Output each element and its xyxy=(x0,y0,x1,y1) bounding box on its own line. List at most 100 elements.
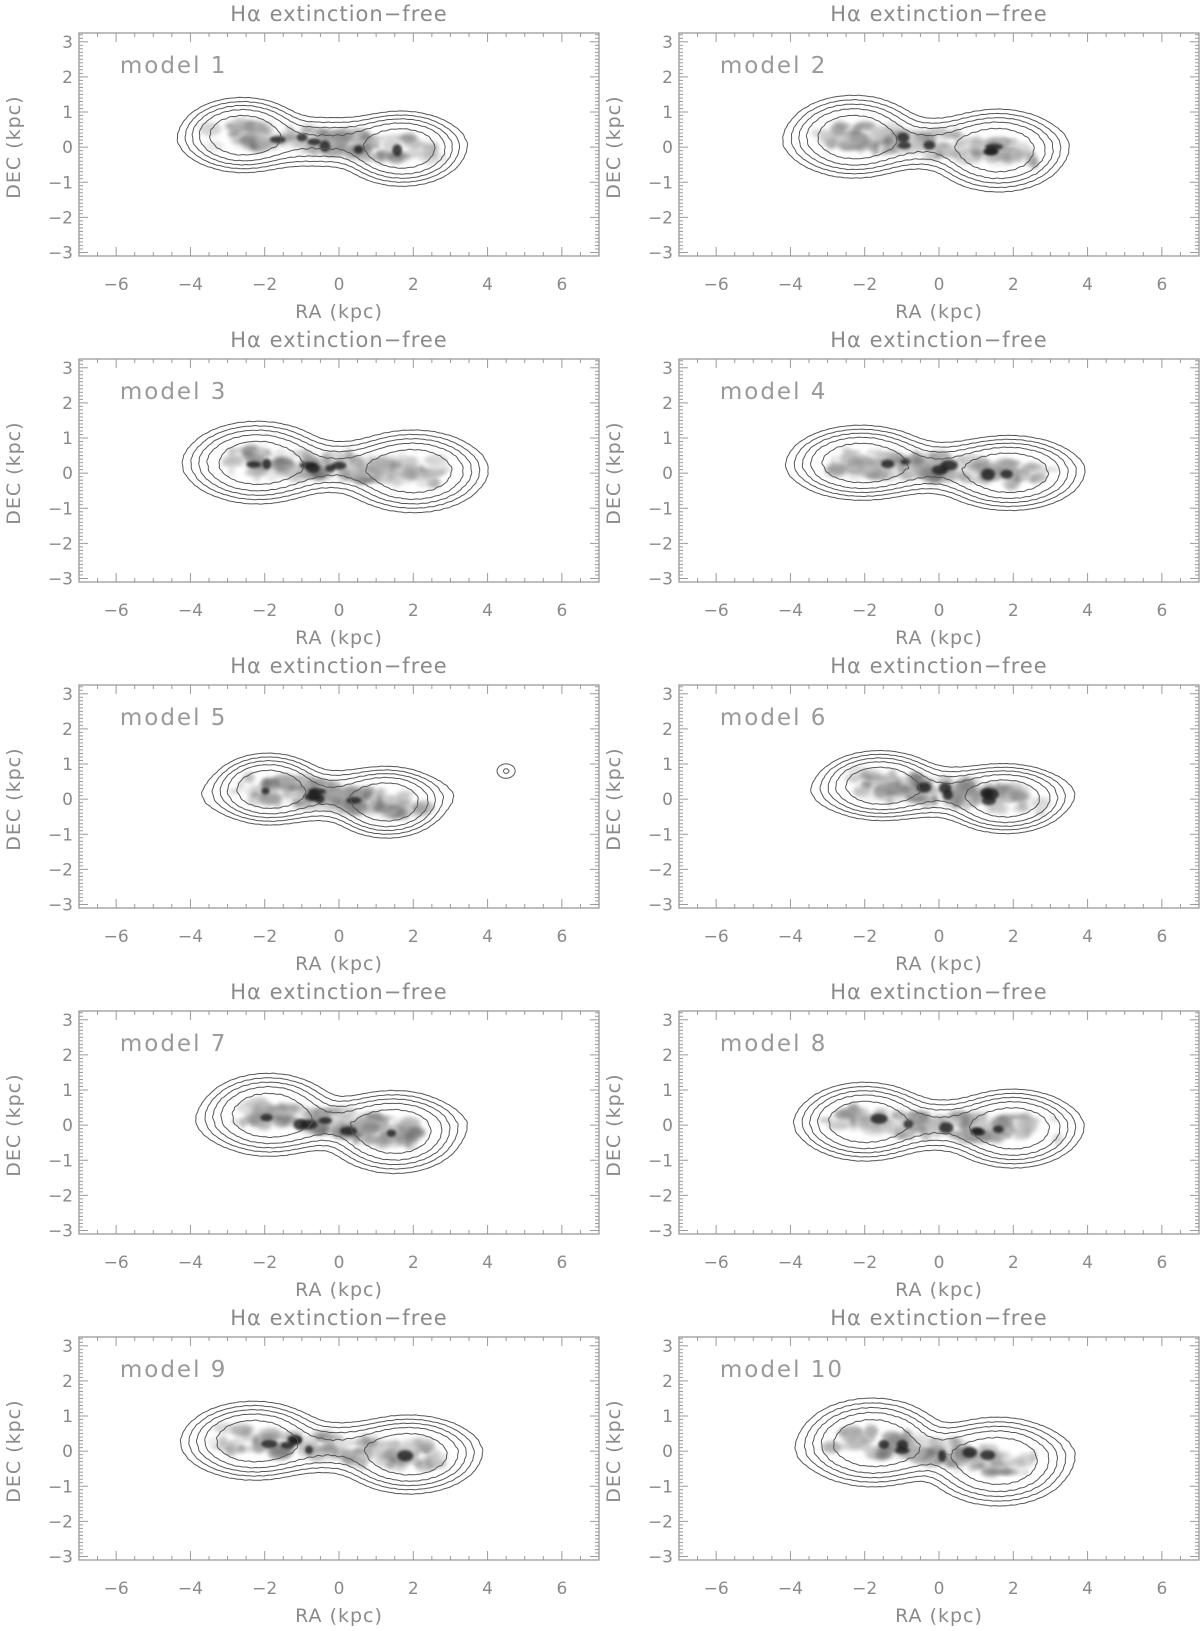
emission-blob xyxy=(218,1440,239,1447)
y-tick-label: 2 xyxy=(662,394,673,414)
emission-blob xyxy=(224,1443,238,1457)
panel-title: Hα extinction−free xyxy=(830,328,1047,352)
emission-blob xyxy=(229,138,247,144)
y-tick-label: 1 xyxy=(662,1081,673,1101)
y-tick-label: −2 xyxy=(648,1512,673,1532)
y-tick-label: 3 xyxy=(62,359,73,379)
contour-level-3 xyxy=(219,760,436,832)
emission-blob xyxy=(866,133,887,143)
x-tick-label: 0 xyxy=(934,1253,945,1273)
contours xyxy=(794,1397,1076,1507)
emission-knot xyxy=(392,144,403,157)
emission-blob xyxy=(379,800,401,806)
panel-title: Hα extinction−free xyxy=(830,2,1047,26)
emission-blob xyxy=(950,1111,971,1120)
emission-knot xyxy=(296,133,308,142)
x-tick-label: 4 xyxy=(1082,275,1093,295)
emission-blob xyxy=(423,471,432,480)
emission-blob xyxy=(370,136,380,147)
emission-blob xyxy=(917,1111,930,1124)
contour-level-4 xyxy=(206,434,464,501)
emission-blob xyxy=(380,1126,401,1132)
emission-blob xyxy=(404,456,420,468)
emission-blob xyxy=(947,1440,955,1455)
emission-knot xyxy=(289,1436,302,1446)
y-tick-label: −1 xyxy=(648,1151,673,1171)
emission-blob xyxy=(826,1121,851,1130)
emission-blob xyxy=(199,122,222,137)
emission-blob xyxy=(873,1122,892,1135)
y-tick-label: 3 xyxy=(62,1011,73,1031)
panel-model-8: Hα extinction−free −6 −4 −2 0 2 4 6 −3 −2 −1 0 1 2 3 RA… xyxy=(603,980,1200,1301)
emission-blob xyxy=(418,464,425,474)
emission-knot xyxy=(870,1113,888,1124)
emission-knot xyxy=(308,789,320,801)
contour-level-2 xyxy=(803,1402,1067,1502)
axis-ticks xyxy=(78,1337,600,1561)
emission-blob xyxy=(1000,137,1008,146)
y-axis-label: DEC (kpc) xyxy=(3,1399,25,1502)
model-label: model 3 xyxy=(120,379,228,405)
y-tick-label: 3 xyxy=(662,685,673,705)
y-tick-label: 3 xyxy=(662,1337,673,1357)
y-tick-label: −2 xyxy=(48,534,73,554)
emission-blob xyxy=(319,794,342,803)
y-tick-label: 2 xyxy=(62,394,73,414)
x-tick-label: 2 xyxy=(1008,1253,1019,1273)
panel-model-7: Hα extinction−free −6 −4 −2 0 2 4 6 −3 −2 −1 0 1 2 3 RA… xyxy=(3,980,600,1301)
x-tick-label: 2 xyxy=(408,1579,419,1599)
contours xyxy=(792,1081,1085,1169)
emission-blob xyxy=(971,149,982,158)
x-tick-label: 0 xyxy=(934,601,945,621)
y-tick-label: 0 xyxy=(662,1116,673,1136)
x-tick-label: −4 xyxy=(178,601,203,621)
x-tick-label: −4 xyxy=(178,1253,203,1273)
x-tick-label: −2 xyxy=(852,927,877,947)
emission-blob xyxy=(996,802,1010,815)
emission-knot xyxy=(331,461,347,470)
panel-title: Hα extinction−free xyxy=(230,654,447,678)
emission-blob xyxy=(233,1437,241,1444)
panel-model-1: Hα extinction−free −6 −4 −2 0 2 4 6 −3 −2 −1 0 1 2 3 RA… xyxy=(3,2,600,323)
axis-ticks xyxy=(678,359,1200,583)
emission-blob xyxy=(274,458,295,465)
contour-level-3 xyxy=(195,1409,467,1487)
y-tick-label: 0 xyxy=(62,790,73,810)
x-tick-label: −6 xyxy=(704,275,729,295)
axis-ticks xyxy=(678,1011,1200,1235)
y-tick-label: 0 xyxy=(62,1442,73,1462)
emission-blob xyxy=(380,1448,403,1460)
emission-blob xyxy=(1006,1119,1015,1131)
x-tick-label: −4 xyxy=(778,1579,803,1599)
model-label: model 8 xyxy=(720,1031,828,1057)
contours xyxy=(195,1072,468,1175)
y-tick-label: 1 xyxy=(62,429,73,449)
emission-blob xyxy=(418,1441,435,1452)
model-label: model 2 xyxy=(720,53,828,79)
y-tick-label: 1 xyxy=(662,755,673,775)
emission-blob xyxy=(1034,808,1046,816)
emission-knot xyxy=(992,1125,1004,1133)
contour-level-1 xyxy=(195,1072,468,1175)
emission-blob xyxy=(320,452,330,466)
emission-blob xyxy=(1022,463,1044,470)
y-axis-label: DEC (kpc) xyxy=(603,747,625,850)
x-tick-label: 2 xyxy=(1008,927,1019,947)
emission-blob xyxy=(972,155,981,163)
contour-level-2 xyxy=(188,1404,475,1491)
x-tick-label: −4 xyxy=(178,275,203,295)
x-tick-label: −2 xyxy=(252,275,277,295)
emission-blob xyxy=(908,791,920,799)
y-tick-label: −3 xyxy=(648,569,673,589)
y-tick-label: 1 xyxy=(662,1407,673,1427)
x-tick-label: −4 xyxy=(178,927,203,947)
emission-blob xyxy=(385,1463,396,1468)
emission-blob xyxy=(995,782,1003,792)
contour-level-5 xyxy=(821,442,1050,494)
x-tick-label: −2 xyxy=(252,927,277,947)
contour-level-2 xyxy=(801,1085,1077,1165)
contour-level-2 xyxy=(190,425,481,509)
emission-blob xyxy=(227,447,248,454)
emission-blob xyxy=(1021,1468,1029,1476)
emission-blob xyxy=(1030,1449,1038,1462)
